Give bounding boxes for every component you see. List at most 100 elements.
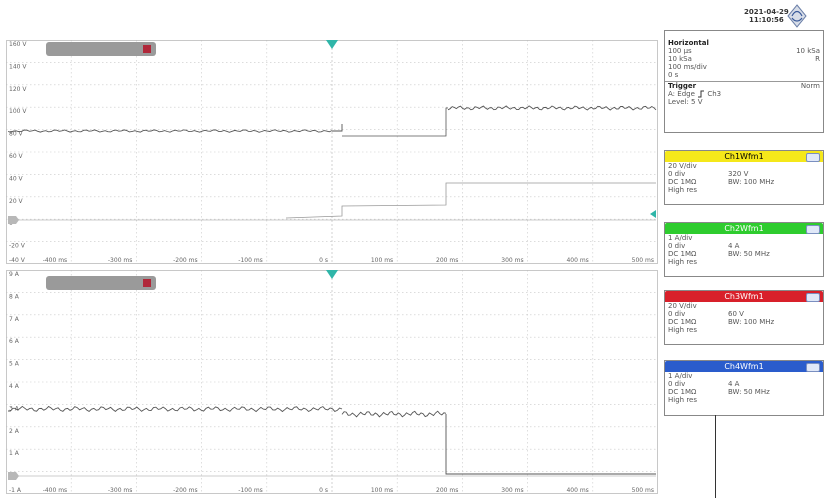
plot1-trace-before	[7, 129, 333, 133]
plot2-ground-marker	[8, 472, 19, 480]
rising-edge-icon	[698, 90, 705, 98]
channel-3-value: 60 V	[728, 310, 744, 318]
plot2-x-tick-label: 400 ms	[566, 487, 588, 494]
plot2-x-tick-label: -300 ms	[108, 487, 133, 494]
plot1-ref-trace	[285, 182, 656, 219]
channel-1-bw: BW: 100 MHz	[728, 178, 775, 186]
channel-2-settings-icon[interactable]	[806, 225, 820, 234]
plot2-y-tick-label: 1 A	[9, 450, 20, 457]
plot1-y-tick-label: 60 V	[9, 153, 24, 160]
trigger-source: Ch3	[707, 90, 722, 98]
time-div-row[interactable]: 100 ms/div	[665, 63, 823, 71]
plot2-y-tick-label: 5 A	[9, 361, 20, 368]
plot2-trigger-marker	[326, 270, 338, 279]
offset-row[interactable]: 0 s	[665, 71, 823, 79]
channel-4-name: Ch4Wfm1	[724, 362, 764, 371]
channel-4-settings-icon[interactable]	[806, 363, 820, 372]
current-waveform-svg[interactable]: 9 A8 A7 A6 A5 A4 A3 A2 A1 A0-1 A-400 ms-…	[6, 270, 658, 494]
plot1-x-tick-label: 200 ms	[436, 257, 458, 264]
sample-rate-row[interactable]: 10 kSa R	[665, 55, 823, 63]
waveform-label-tag-1[interactable]	[46, 42, 156, 56]
plot1-x-tick-label: 300 ms	[501, 257, 523, 264]
time-scale-row[interactable]: 100 µs 10 kSa	[665, 47, 823, 55]
channel-2-coupling: DC 1MΩ	[668, 250, 697, 258]
plot2-y-tick-label: -1 A	[9, 487, 22, 494]
channel-2-header[interactable]: Ch2Wfm1	[665, 223, 823, 234]
plot1-trace-after	[447, 105, 657, 111]
waveform-label-tag-2[interactable]	[46, 276, 156, 290]
trigger-type-row[interactable]: A: Edge Ch3	[665, 90, 823, 98]
plot1-trace-step	[342, 107, 448, 137]
plot2-trace-mid	[341, 410, 447, 418]
right-flag: R	[815, 55, 820, 63]
plot1-x-tick-label: 100 ms	[371, 257, 393, 264]
trigger-level-row[interactable]: Level: 5 V	[665, 98, 823, 106]
channel-3-coupling: DC 1MΩ	[668, 318, 697, 326]
plot1-y-tick-label: 140 V	[9, 63, 27, 70]
plot2-y-tick-label: 3 A	[9, 405, 20, 412]
channel-3-name: Ch3Wfm1	[724, 292, 764, 301]
channel-1-value: 320 V	[728, 170, 749, 178]
plot2-x-tick-label: -100 ms	[238, 487, 263, 494]
channel-2-scale: 1 A/div	[668, 234, 693, 242]
close-icon[interactable]	[143, 45, 151, 53]
channel-1-settings-icon[interactable]	[806, 153, 820, 162]
plot1-y-tick-label: 160 V	[9, 41, 27, 48]
channel-4-panel[interactable]: Ch4Wfm1 1 A/div 0 div 4 A DC 1MΩ BW: 50 MH…	[664, 360, 824, 416]
channel-4-bw: BW: 50 MHz	[728, 388, 770, 396]
channel-4-header[interactable]: Ch4Wfm1	[665, 361, 823, 372]
channel-3-mode: High res	[668, 326, 697, 334]
horizontal-trigger-panel[interactable]: Horizontal 100 µs 10 kSa 10 kSa R 100 ms…	[664, 30, 824, 133]
channel-3-panel[interactable]: Ch3Wfm1 20 V/div 0 div 60 V DC 1MΩ BW: 100…	[664, 290, 824, 345]
close-icon[interactable]	[143, 279, 151, 287]
channel-3-settings-icon[interactable]	[806, 293, 820, 302]
channel-3-bw: BW: 100 MHz	[728, 318, 775, 326]
plot1-y-tick-label: 80 V	[9, 131, 24, 138]
time-scale: 100 µs	[668, 47, 692, 55]
channel-4-value: 4 A	[728, 380, 740, 388]
channel-2-bw: BW: 50 MHz	[728, 250, 770, 258]
channel-4-scale: 1 A/div	[668, 372, 693, 380]
channel-1-mode: High res	[668, 186, 697, 194]
channel-4-mode: High res	[668, 396, 697, 404]
plot2-x-tick-label: 100 ms	[371, 487, 393, 494]
channel-1-header[interactable]: Ch1Wfm1	[665, 151, 823, 162]
channel-4-coupling: DC 1MΩ	[668, 388, 697, 396]
trigger-level: Level: 5 V	[668, 98, 703, 106]
plot2-trace-after	[445, 414, 656, 475]
channel-1-panel[interactable]: Ch1Wfm1 20 V/div 0 div 320 V DC 1MΩ BW: 10…	[664, 150, 824, 205]
plot2-x-tick-label: 500 ms	[632, 487, 654, 494]
time-div: 100 ms/div	[668, 63, 707, 71]
plot1-x-tick-label: 400 ms	[566, 257, 588, 264]
offset: 0 s	[668, 71, 679, 79]
timestamp: 2021-04-29 11:10:56	[744, 8, 789, 24]
channel-2-mode: High res	[668, 258, 697, 266]
trigger-type: Edge	[677, 90, 695, 98]
channel-1-name: Ch1Wfm1	[724, 152, 764, 161]
plot1-level-marker	[650, 210, 656, 218]
plot2-y-tick-label: 8 A	[9, 293, 20, 300]
channel-2-panel[interactable]: Ch2Wfm1 1 A/div 0 div 4 A DC 1MΩ BW: 50 MH…	[664, 222, 824, 277]
plot1-trace-transition	[332, 124, 343, 132]
plot1-y-tick-label: 120 V	[9, 86, 27, 93]
rohde-schwarz-diamond-icon[interactable]	[787, 4, 807, 28]
plot1-trigger-marker	[326, 40, 338, 49]
plot2-x-tick-label: 0 s	[319, 487, 328, 494]
sample-rate: 10 kSa	[668, 55, 692, 63]
plot2-trace-before	[8, 405, 343, 413]
plot2-x-tick-label: 200 ms	[436, 487, 458, 494]
plot2-y-tick-label: 7 A	[9, 316, 20, 323]
channel-2-name: Ch2Wfm1	[724, 224, 764, 233]
channel-3-header[interactable]: Ch3Wfm1	[665, 291, 823, 302]
plot1-ground-marker	[8, 216, 19, 224]
channel-3-pos: 0 div	[668, 310, 686, 318]
plot1-x-tick-label: -200 ms	[173, 257, 198, 264]
plot1-y-tick-label: 100 V	[9, 108, 27, 115]
trigger-header-row[interactable]: Trigger Norm	[665, 81, 823, 90]
plot1-x-tick-label: -400 ms	[43, 257, 68, 264]
panel-divider	[715, 415, 716, 498]
trigger-mode: Norm	[800, 82, 820, 90]
current-waveform-plot[interactable]: 9 A8 A7 A6 A5 A4 A3 A2 A1 A0-1 A-400 ms-…	[6, 270, 658, 494]
